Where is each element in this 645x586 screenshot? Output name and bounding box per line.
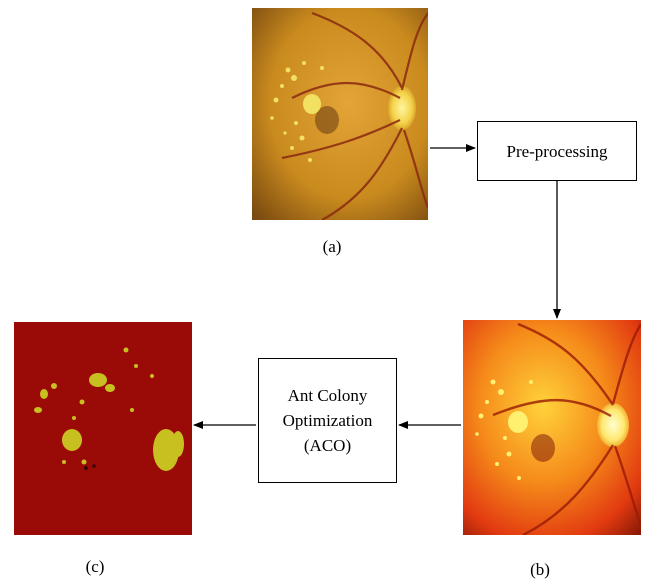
aco-step-box: Ant Colony Optimization (ACO) — [258, 358, 397, 483]
caption-b: (b) — [530, 560, 550, 579]
preprocessed-image — [463, 320, 641, 535]
preprocessing-label: Pre-processing — [506, 141, 608, 161]
aco-label-line3: (ACO) — [303, 436, 352, 455]
caption-a: (a) — [322, 237, 342, 256]
aco-label-line1: Ant Colony — [287, 386, 368, 405]
original-fundus-image — [252, 8, 428, 220]
preprocessing-step-box: Pre-processing — [477, 121, 637, 181]
aco-label-line2: Optimization — [282, 411, 373, 430]
caption-c: (c) — [85, 557, 105, 576]
segmented-exudates-image — [14, 322, 192, 535]
